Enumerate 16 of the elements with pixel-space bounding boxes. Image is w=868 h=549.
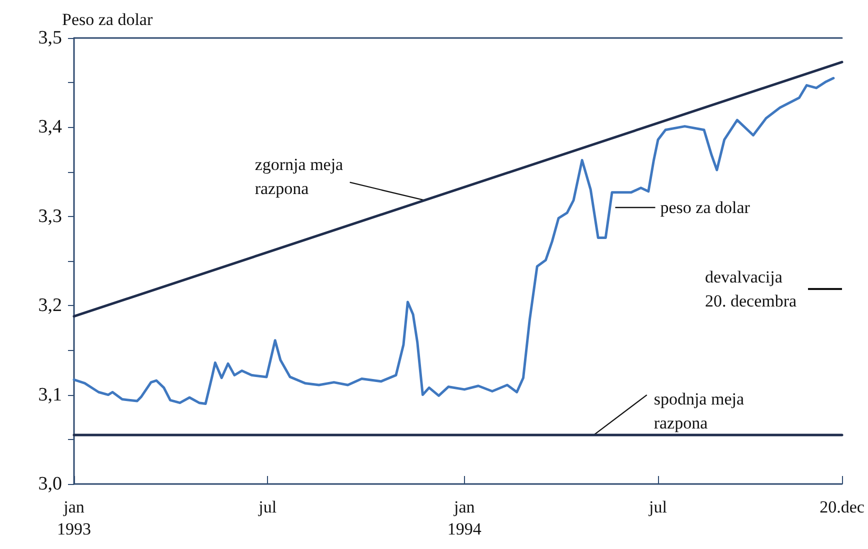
annotation: spodnja meja razpona: [654, 389, 744, 432]
y-tick-label: 3,2: [38, 295, 62, 316]
annotation: devalvacija 20. decembra: [705, 268, 798, 310]
y-tick-label: 3,3: [38, 206, 62, 227]
y-axis-title: Peso za dolar: [62, 10, 153, 29]
x-tick-label: jan 1994: [447, 498, 482, 538]
y-tick-label: 3,1: [38, 384, 62, 406]
x-tick-label: jan 1993: [57, 498, 91, 538]
y-tick-label: 3,5: [38, 28, 62, 48]
annotation: peso za dolar: [660, 198, 750, 217]
x-tick-label: jul: [258, 498, 277, 516]
annotation: zgornja meja razpona: [254, 154, 344, 198]
x-tick-label: 20.dec: [820, 498, 865, 516]
x-tick-label: jul: [648, 498, 668, 516]
y-tick-label: 3,4: [38, 116, 62, 138]
y-tick-label: 3,0: [38, 474, 62, 494]
